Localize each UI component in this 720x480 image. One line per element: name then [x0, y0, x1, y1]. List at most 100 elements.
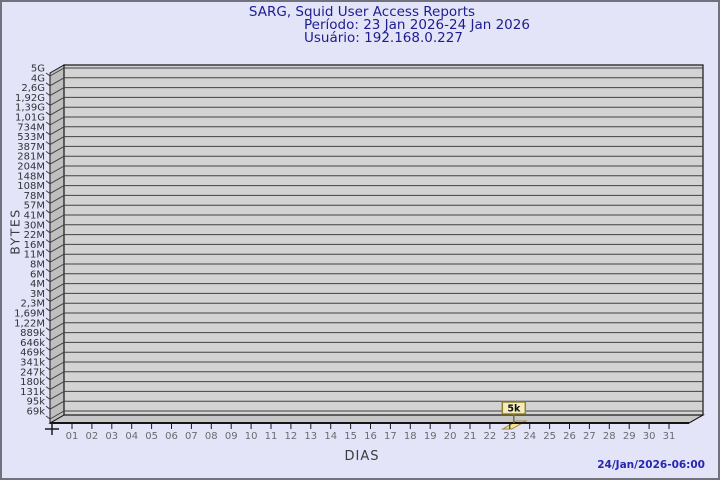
annotation-box	[501, 401, 527, 415]
gridline-wall-slant	[49, 194, 65, 204]
y-axis-tick	[45, 248, 51, 253]
gridline-wall-slant	[49, 351, 65, 361]
y-axis-tick	[45, 258, 51, 263]
gridline-wall-slant	[49, 253, 65, 263]
gridline-wall-slant	[49, 106, 65, 116]
y-tick-label: 247k	[20, 367, 45, 378]
y-tick-label: 78M	[24, 191, 45, 202]
y-tick-label: 131k	[20, 387, 45, 398]
y-axis-tick	[45, 102, 51, 106]
y-tick-label: 3M	[30, 289, 45, 300]
plot-floor	[48, 414, 705, 424]
gridline-wall-slant	[49, 302, 65, 312]
annotation-label: 5k	[507, 404, 521, 415]
y-axis-tick	[45, 219, 51, 224]
y-axis-tick	[45, 376, 51, 381]
chart-title: SARG, Squid User Access Reports	[248, 4, 476, 20]
x-tick-label: 31	[663, 431, 676, 442]
x-tick-label: 10	[245, 431, 258, 442]
x-tick-label: 11	[265, 431, 278, 442]
x-tick-label: 14	[324, 431, 337, 442]
y-tick-label: 4M	[30, 279, 45, 290]
gridline-wall-slant	[49, 145, 65, 155]
x-tick-label: 08	[205, 431, 218, 442]
gridline-wall-slant	[49, 77, 65, 87]
y-axis-tick	[45, 160, 51, 165]
report-timestamp: 24/Jan/2026-06:00	[597, 459, 705, 471]
gridline-wall-slant	[49, 292, 65, 302]
y-axis-tick	[45, 415, 51, 420]
gridline-wall-slant	[49, 67, 65, 77]
x-tick-label: 23	[503, 431, 516, 442]
y-axis-tick	[45, 121, 51, 126]
gridline-wall-slant	[49, 263, 65, 273]
x-tick-label: 18	[404, 431, 417, 442]
y-tick-label: 469k	[20, 348, 45, 359]
y-tick-label: 6M	[30, 269, 45, 280]
x-tick-label: 04	[125, 431, 138, 442]
gridline-wall-slant	[49, 126, 65, 136]
gridline-wall-slant	[49, 312, 65, 322]
gridline-wall-slant	[49, 224, 65, 234]
y-axis-tick	[45, 386, 51, 391]
gridline-wall-slant	[49, 381, 65, 391]
gridline-wall-slant	[49, 243, 65, 253]
x-tick-label: 07	[185, 431, 198, 442]
y-tick-label: 41M	[24, 211, 45, 222]
gridline-wall-slant	[49, 155, 65, 165]
y-tick-label: 95k	[26, 397, 45, 408]
gridline-wall-slant	[49, 116, 65, 126]
x-tick-label: 06	[165, 431, 178, 442]
y-tick-label: 180k	[20, 377, 45, 388]
x-tick-label: 24	[523, 431, 536, 442]
gridline-wall-slant	[49, 273, 65, 283]
y-tick-label: 5G	[31, 64, 45, 75]
gridline-wall-slant	[49, 371, 65, 381]
y-tick-label: 1,69M	[14, 309, 45, 320]
gridline-wall-slant	[49, 400, 65, 410]
x-tick-label: 26	[563, 431, 576, 442]
gridline-wall-slant	[49, 165, 65, 175]
gridline-wall-slant	[49, 410, 65, 420]
x-tick-label: 09	[225, 431, 238, 442]
y-axis-tick	[45, 395, 51, 400]
x-axis-title: DIAS	[344, 449, 380, 464]
x-tick-label: 17	[384, 431, 397, 442]
y-tick-label: 2,3M	[20, 299, 45, 310]
x-tick-label: 30	[643, 431, 656, 442]
y-tick-label: 387M	[17, 142, 45, 153]
y-axis-tick	[45, 141, 51, 146]
x-tick-label: 12	[285, 431, 298, 442]
y-tick-label: 22M	[24, 230, 45, 241]
y-tick-label: 734M	[17, 122, 45, 133]
y-axis-tick	[45, 356, 51, 361]
y-tick-label: 2,6G	[21, 83, 45, 94]
y-axis-tick	[45, 268, 51, 273]
gridline-wall-slant	[49, 234, 65, 244]
gridline-wall-slant	[49, 390, 65, 400]
y-axis-tick	[45, 111, 51, 116]
y-axis-tick	[45, 346, 51, 351]
gridline-wall-slant	[49, 204, 65, 214]
gridline-wall-slant	[49, 87, 65, 97]
x-tick-label: 25	[543, 431, 556, 442]
gridline-wall-slant	[49, 332, 65, 342]
x-tick-label: 05	[145, 431, 158, 442]
gridline-wall-slant	[49, 322, 65, 332]
y-axis-tick	[45, 180, 51, 185]
x-tick-label: 13	[304, 431, 317, 442]
y-tick-label: 1,22M	[14, 318, 45, 329]
y-tick-label: 889k	[20, 328, 45, 339]
x-tick-label: 29	[623, 431, 636, 442]
y-axis-tick	[45, 92, 51, 96]
y-axis-tick	[45, 131, 51, 136]
gridline-wall-slant	[49, 283, 65, 293]
chart-user: Usuário: 192.168.0.227	[304, 30, 463, 46]
x-tick-label: 21	[464, 431, 477, 442]
y-axis-tick	[45, 288, 51, 293]
y-tick-label: 533M	[17, 132, 45, 143]
y-axis-tick	[45, 72, 51, 77]
y-axis-tick	[45, 209, 51, 214]
y-axis-tick	[45, 405, 51, 410]
